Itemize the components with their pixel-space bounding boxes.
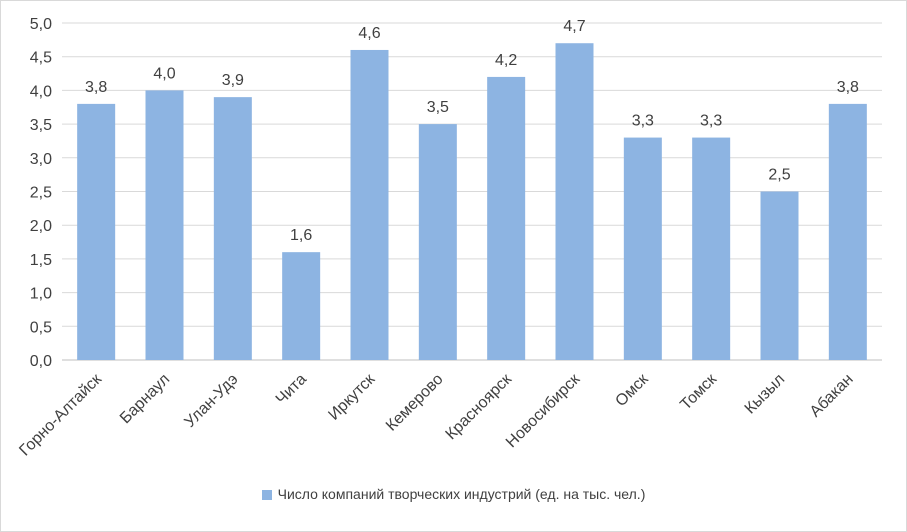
x-tick-label: Чита	[273, 371, 310, 408]
bars	[77, 43, 867, 361]
data-label: 2,5	[768, 167, 790, 184]
x-tick-label: Омск	[612, 370, 652, 410]
x-tick-label: Томск	[677, 370, 720, 413]
y-tick-label: 2,5	[30, 185, 52, 202]
data-label: 3,9	[222, 72, 244, 89]
data-label: 3,5	[427, 99, 449, 116]
data-labels: 3,8 4,0 3,9 1,6 4,6 3,5 4,2 4,7 3,3 3,3 2,5 3,8	[85, 18, 859, 244]
bar	[77, 103, 116, 360]
y-tick-label: 4,5	[30, 50, 52, 67]
y-tick-label: 1,0	[30, 286, 52, 303]
y-axis-ticks: 0,0 0,5 1,0 1,5 2,0 2,5 3,0 3,5 4,0 4,5 5,0	[30, 16, 52, 370]
bar	[692, 137, 731, 360]
x-tick-label: Улан-Удэ	[181, 371, 241, 431]
bar	[555, 43, 594, 360]
x-tick-label: Красноярск	[443, 370, 516, 443]
y-tick-label: 0,0	[30, 353, 52, 370]
data-label: 3,3	[700, 113, 722, 130]
bar	[145, 90, 184, 361]
x-tick-label: Новосибирск	[503, 370, 584, 451]
data-label: 3,8	[85, 79, 107, 96]
y-tick-label: 2,0	[30, 218, 52, 235]
bar	[623, 137, 662, 360]
gridlines	[62, 22, 882, 361]
data-label: 4,2	[495, 52, 517, 69]
bar	[828, 103, 867, 360]
x-tick-label: Барнаул	[117, 371, 173, 427]
data-label: 3,8	[837, 79, 859, 96]
x-tick-label: Горно-Алтайск	[16, 370, 105, 459]
bar	[213, 97, 252, 360]
legend-label: Число компаний творческих индустрий (ед.…	[277, 486, 646, 502]
x-tick-label: Кемерово	[383, 371, 447, 435]
x-tick-label: Абакан	[807, 371, 857, 421]
data-label: 4,0	[153, 65, 175, 82]
y-tick-label: 3,5	[30, 117, 52, 134]
y-tick-label: 0,5	[30, 319, 52, 336]
bar	[282, 252, 321, 360]
x-tick-label: Кызыл	[742, 371, 789, 418]
bar	[418, 124, 457, 360]
bar	[760, 191, 799, 360]
y-tick-label: 5,0	[30, 16, 52, 33]
y-tick-label: 1,5	[30, 252, 52, 269]
y-tick-label: 3,0	[30, 151, 52, 168]
bar	[350, 49, 389, 361]
data-label: 4,7	[563, 18, 585, 35]
x-tick-label: Иркутск	[325, 370, 379, 424]
x-axis-labels: Горно-Алтайск Барнаул Улан-Удэ Чита Иркутск К…	[16, 370, 856, 459]
data-label: 1,6	[290, 227, 312, 244]
y-tick-label: 4,0	[30, 83, 52, 100]
data-label: 4,6	[358, 25, 380, 42]
bar	[487, 76, 526, 361]
legend-swatch	[261, 490, 272, 500]
data-label: 3,3	[632, 113, 654, 130]
legend: Число компаний творческих индустрий (ед.…	[0, 486, 907, 502]
